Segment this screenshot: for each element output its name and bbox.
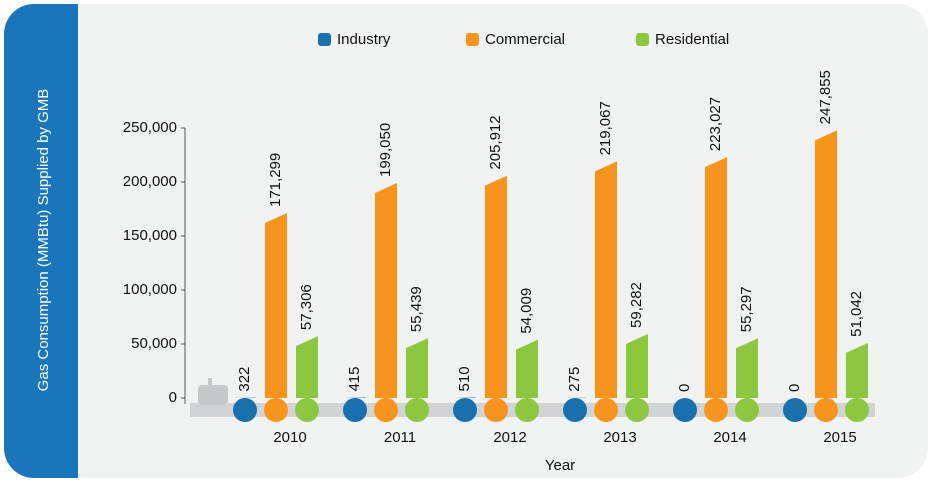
value-label: 415: [346, 367, 363, 392]
pipe-joint: [625, 398, 649, 422]
legend-swatch: [466, 33, 479, 46]
x-tick-label: 2013: [603, 429, 636, 446]
x-tick-label: 2014: [713, 429, 746, 446]
pipe-joint: [735, 398, 759, 422]
value-label: 0: [786, 384, 803, 392]
pipe-joint: [343, 398, 367, 422]
value-label: 219,067: [597, 101, 614, 155]
x-tick-label: 2011: [384, 429, 416, 446]
pipe-joint: [233, 398, 257, 422]
bar: [265, 213, 287, 398]
legend-label: Industry: [337, 31, 391, 48]
bar: [815, 130, 837, 398]
pipe-joint: [594, 398, 618, 422]
value-label: 55,439: [408, 286, 425, 332]
y-axis-title: Gas Consumption (MMBtu) Supplied by GMB: [35, 89, 52, 392]
value-label: 223,027: [707, 97, 724, 151]
value-label: 51,042: [848, 291, 865, 337]
value-label: 322: [236, 367, 253, 392]
bar: [296, 336, 318, 398]
bar: [406, 338, 428, 398]
value-label: 247,855: [817, 70, 834, 124]
pipe-joint: [814, 398, 838, 422]
pipe-joint: [704, 398, 728, 422]
value-label: 275: [566, 367, 583, 392]
value-label: 0: [676, 384, 693, 392]
bar: [705, 157, 727, 398]
value-label: 199,050: [377, 123, 394, 177]
x-tick-label: 2012: [493, 429, 526, 446]
pipe-joint: [405, 398, 429, 422]
pipe-joint: [295, 398, 319, 422]
pipe-joint: [673, 398, 697, 422]
pipe-joint: [515, 398, 539, 422]
x-axis-title: Year: [545, 457, 575, 474]
pipe-joint: [374, 398, 398, 422]
value-label: 510: [456, 366, 473, 391]
value-label: 59,282: [628, 282, 645, 328]
y-tick-label: 100,000: [123, 281, 177, 298]
y-tick-label: 200,000: [123, 173, 177, 190]
pipe-joint: [453, 398, 477, 422]
pipe-joint: [264, 398, 288, 422]
bar: [485, 176, 507, 398]
y-tick-label: 50,000: [131, 335, 177, 352]
legend-swatch: [318, 33, 331, 46]
pipe-joint: [563, 398, 587, 422]
bar: [516, 340, 538, 398]
value-label: 55,297: [738, 286, 755, 332]
bar: [736, 338, 758, 398]
valve: [198, 385, 228, 405]
value-label: 54,009: [518, 288, 535, 334]
legend-label: Residential: [655, 31, 729, 48]
x-tick-label: 2010: [273, 429, 306, 446]
value-label: 57,306: [298, 284, 315, 330]
valve-stem: [208, 378, 212, 386]
pipe-joint: [845, 398, 869, 422]
bar: [626, 334, 648, 398]
y-tick-label: 150,000: [123, 227, 177, 244]
y-tick-label: 250,000: [123, 119, 177, 136]
bar: [375, 183, 397, 398]
value-label: 205,912: [487, 115, 504, 169]
legend-swatch: [636, 33, 649, 46]
bar: [595, 161, 617, 398]
pipe-joint: [783, 398, 807, 422]
pipe-joint: [484, 398, 508, 422]
legend-label: Commercial: [485, 31, 565, 48]
chart: Gas Consumption (MMBtu) Supplied by GMB …: [0, 0, 932, 484]
value-label: 171,299: [267, 153, 284, 207]
y-tick-label: 0: [169, 389, 177, 406]
x-tick-label: 2015: [823, 429, 856, 446]
